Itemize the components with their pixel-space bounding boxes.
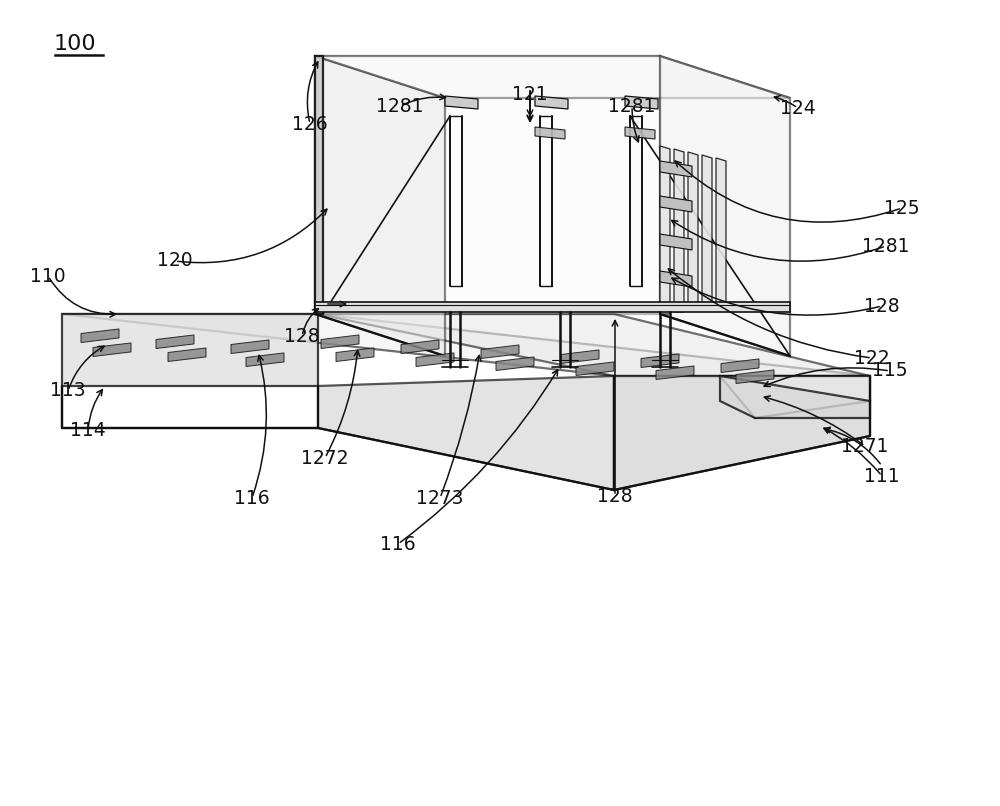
Polygon shape [641,354,679,368]
Text: 128: 128 [597,487,633,505]
Polygon shape [318,314,870,376]
Text: 121: 121 [512,85,548,103]
Text: 1271: 1271 [841,437,889,455]
Polygon shape [656,366,694,380]
Polygon shape [660,196,692,212]
Polygon shape [315,56,660,314]
Polygon shape [231,340,269,354]
Polygon shape [62,314,318,386]
Polygon shape [318,376,614,490]
Text: 116: 116 [380,534,416,554]
Text: 114: 114 [70,422,106,441]
Polygon shape [614,376,870,490]
Polygon shape [401,340,439,354]
Text: 1272: 1272 [301,448,349,467]
Polygon shape [156,335,194,348]
Polygon shape [93,343,131,356]
Polygon shape [716,158,726,306]
Polygon shape [576,362,614,376]
Polygon shape [246,353,284,367]
Text: 124: 124 [780,98,816,118]
Polygon shape [660,146,670,314]
Text: 1281: 1281 [862,236,910,256]
Text: 116: 116 [234,488,270,508]
Polygon shape [62,314,870,376]
Polygon shape [315,56,323,314]
Polygon shape [736,370,774,384]
Polygon shape [660,161,692,177]
Polygon shape [321,335,359,348]
Text: 125: 125 [884,198,920,218]
Polygon shape [721,359,759,372]
Polygon shape [168,348,206,362]
Polygon shape [660,56,790,356]
Polygon shape [535,127,565,139]
Polygon shape [315,56,790,98]
Text: 111: 111 [864,467,900,485]
Polygon shape [660,234,692,250]
Text: 1273: 1273 [416,488,464,508]
Text: 1281: 1281 [608,97,656,115]
Polygon shape [660,271,692,287]
Polygon shape [336,348,374,362]
Polygon shape [496,357,534,371]
Polygon shape [625,127,655,139]
Text: 100: 100 [54,34,96,54]
Text: 122: 122 [854,348,890,368]
Polygon shape [688,152,698,310]
Text: 1281: 1281 [376,97,424,115]
Text: 110: 110 [30,267,66,285]
Polygon shape [481,345,519,359]
Polygon shape [674,149,684,312]
Text: 115: 115 [872,362,908,380]
Text: 120: 120 [157,251,193,271]
Polygon shape [720,376,870,418]
Polygon shape [445,96,478,109]
Polygon shape [535,96,568,109]
Text: 128: 128 [284,326,320,346]
Text: 126: 126 [292,114,328,134]
Polygon shape [315,302,790,312]
Polygon shape [81,329,119,343]
Text: 128: 128 [864,297,900,315]
Polygon shape [702,155,712,308]
Polygon shape [561,350,599,364]
Polygon shape [416,353,454,367]
Polygon shape [625,96,658,109]
Text: 113: 113 [50,381,86,401]
Polygon shape [315,56,445,356]
Polygon shape [720,376,870,418]
